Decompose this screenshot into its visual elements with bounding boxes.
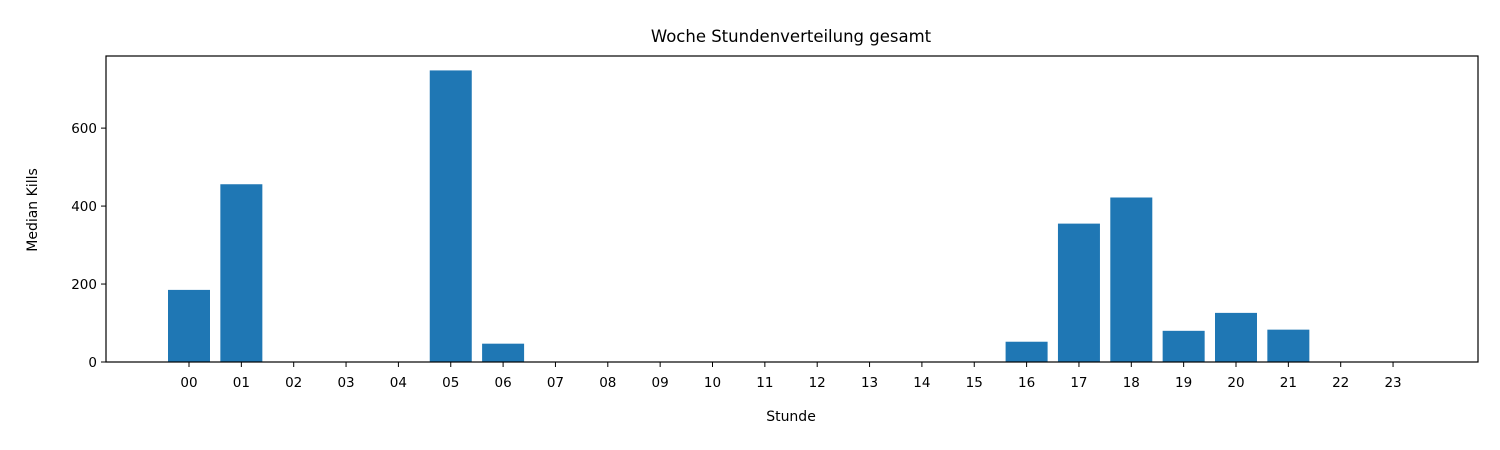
x-tick-label: 14 [913, 375, 930, 391]
x-tick-label: 19 [1175, 375, 1192, 391]
x-tick-label: 16 [1018, 375, 1035, 391]
x-tick-label: 17 [1070, 375, 1087, 391]
bar-01 [220, 184, 263, 362]
y-axis-label: Median Kills [25, 168, 41, 252]
y-tick-label: 200 [71, 277, 97, 293]
bar-17 [1057, 223, 1100, 362]
x-tick-label: 11 [756, 375, 773, 391]
x-tick-label: 15 [966, 375, 983, 391]
y-tick-label: 400 [71, 199, 97, 215]
x-tick-label: 00 [180, 375, 197, 391]
bar-19 [1162, 330, 1205, 362]
x-tick-label: 04 [390, 375, 407, 391]
bar-05 [429, 70, 472, 363]
x-tick-label: 20 [1227, 375, 1244, 391]
x-tick-label: 23 [1384, 375, 1401, 391]
x-tick-label: 13 [861, 375, 878, 391]
x-tick-label: 05 [442, 375, 459, 391]
bar-20 [1215, 312, 1257, 362]
chart-title: Woche Stundenverteilung gesamt [651, 27, 932, 46]
bar-18 [1110, 197, 1153, 362]
x-axis-ticks: 00 01 02 03 04 05 06 07 08 09 10 11 12 13 14 15 16 17 18 19… [180, 362, 1402, 391]
x-tick-label: 02 [285, 375, 302, 391]
x-tick-label: 08 [599, 375, 616, 391]
x-tick-label: 21 [1280, 375, 1297, 391]
x-tick-label: 12 [809, 375, 826, 391]
bar-21 [1267, 329, 1310, 362]
x-tick-label: 22 [1332, 375, 1349, 391]
x-tick-label: 06 [495, 375, 512, 391]
y-tick-label: 600 [71, 121, 97, 137]
x-tick-label: 18 [1123, 375, 1140, 391]
bar-00 [168, 289, 210, 362]
bar-06 [482, 343, 525, 362]
x-axis-label: Stunde [766, 409, 816, 425]
bar-16 [1005, 341, 1048, 362]
bars-group [168, 70, 1310, 363]
plot-frame [105, 55, 1479, 363]
x-tick-label: 10 [704, 375, 721, 391]
x-tick-label: 07 [547, 375, 564, 391]
x-tick-label: 03 [337, 375, 354, 391]
y-tick-label: 0 [88, 355, 97, 371]
x-tick-label: 01 [233, 375, 250, 391]
y-axis-ticks: 0 200 400 600 [71, 121, 106, 371]
x-tick-label: 09 [652, 375, 669, 391]
